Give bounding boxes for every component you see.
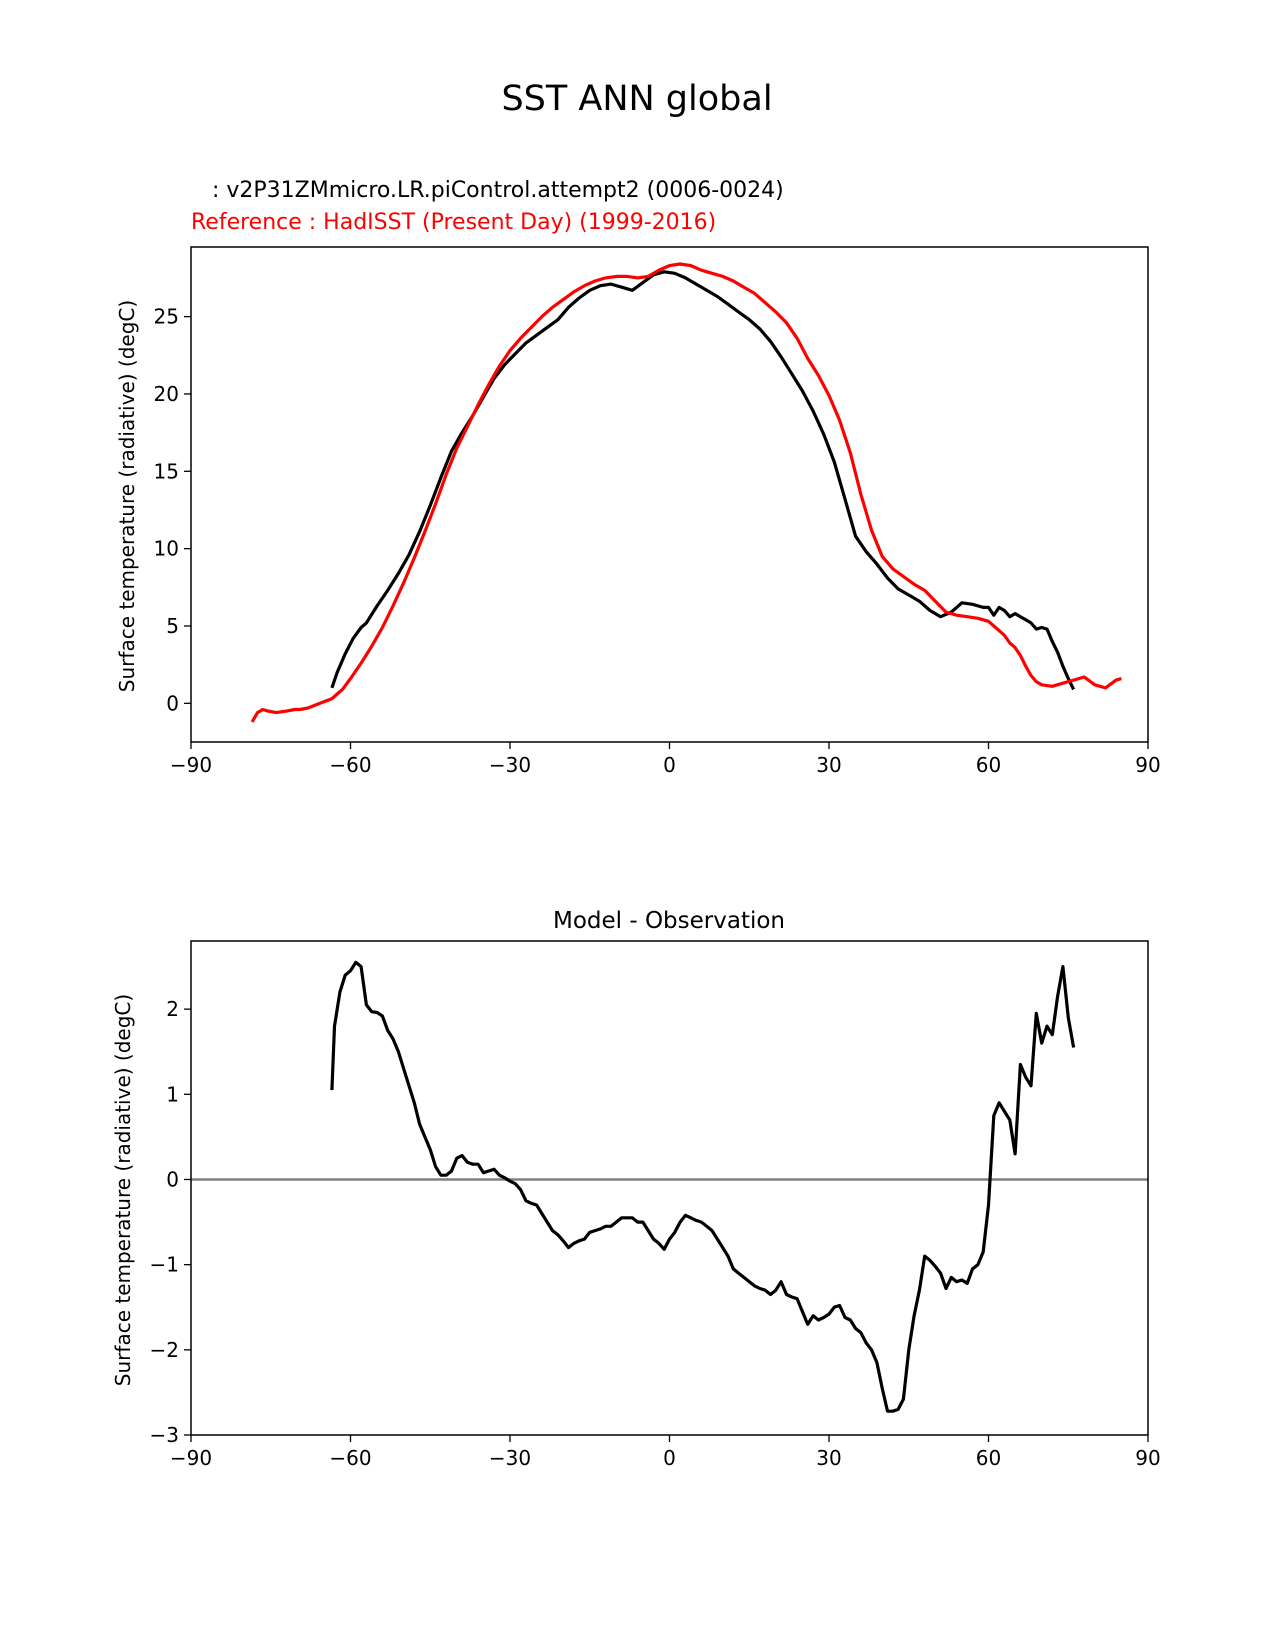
x-tick-label: 90 bbox=[1135, 753, 1160, 777]
y-tick-label: 15 bbox=[154, 459, 179, 483]
panel-zonal-mean: : v2P31ZMmicro.LR.piControl.attempt2 (00… bbox=[115, 178, 1161, 777]
reference-label: Reference : HadISST (Present Day) (1999-… bbox=[191, 210, 716, 235]
y-tick-label: 2 bbox=[166, 997, 179, 1021]
test-label: : v2P31ZMmicro.LR.piControl.attempt2 (00… bbox=[205, 178, 784, 203]
plot-area-top: −90 −60 −30 0 30 60 90 0 5 10 15 20 25 bbox=[154, 262, 1161, 777]
axes-frame-top bbox=[190, 246, 1149, 743]
x-tick-label: 0 bbox=[663, 1446, 676, 1470]
y-tick-label: 0 bbox=[166, 1167, 179, 1191]
y-tick-label: −1 bbox=[150, 1253, 179, 1277]
y-tick-label: 25 bbox=[154, 305, 179, 329]
difference-title: Model - Observation bbox=[553, 908, 785, 934]
series-line-0 bbox=[330, 270, 1076, 691]
plot-area-bottom: −90 −60 −30 0 30 60 90 −3 −2 −1 0 1 2 bbox=[150, 960, 1161, 1470]
x-tick-label: −60 bbox=[329, 753, 371, 777]
x-tick-label: −90 bbox=[170, 1446, 212, 1470]
y-tick-label: 1 bbox=[166, 1082, 179, 1106]
x-tick-label: 30 bbox=[816, 753, 841, 777]
panel-difference: Model - Observation Surface temperature … bbox=[111, 908, 1161, 1470]
y-axis-label: Surface temperature (radiative) (degC) bbox=[115, 300, 139, 692]
x-tick-label: 60 bbox=[976, 753, 1001, 777]
x-tick-label: 90 bbox=[1135, 1446, 1160, 1470]
figure-title: SST ANN global bbox=[501, 79, 772, 119]
y-tick-label: −2 bbox=[150, 1338, 179, 1362]
x-tick-label: −30 bbox=[489, 753, 531, 777]
x-tick-label: 60 bbox=[976, 1446, 1001, 1470]
axes-frame-bottom bbox=[190, 940, 1149, 1436]
series-line-0 bbox=[330, 960, 1076, 1413]
y-tick-label: −3 bbox=[150, 1423, 179, 1447]
y-tick-label: 5 bbox=[166, 614, 179, 638]
y-tick-label: 0 bbox=[166, 691, 179, 715]
y-axis-label: Surface temperature (radiative) (degC) bbox=[111, 994, 135, 1386]
x-tick-label: −60 bbox=[329, 1446, 371, 1470]
x-tick-label: −90 bbox=[170, 753, 212, 777]
series-line-1 bbox=[250, 262, 1122, 723]
y-tick-label: 20 bbox=[154, 382, 179, 406]
x-tick-label: −30 bbox=[489, 1446, 531, 1470]
y-tick-label: 10 bbox=[154, 537, 179, 561]
x-tick-label: 30 bbox=[816, 1446, 841, 1470]
x-tick-label: 0 bbox=[663, 753, 676, 777]
